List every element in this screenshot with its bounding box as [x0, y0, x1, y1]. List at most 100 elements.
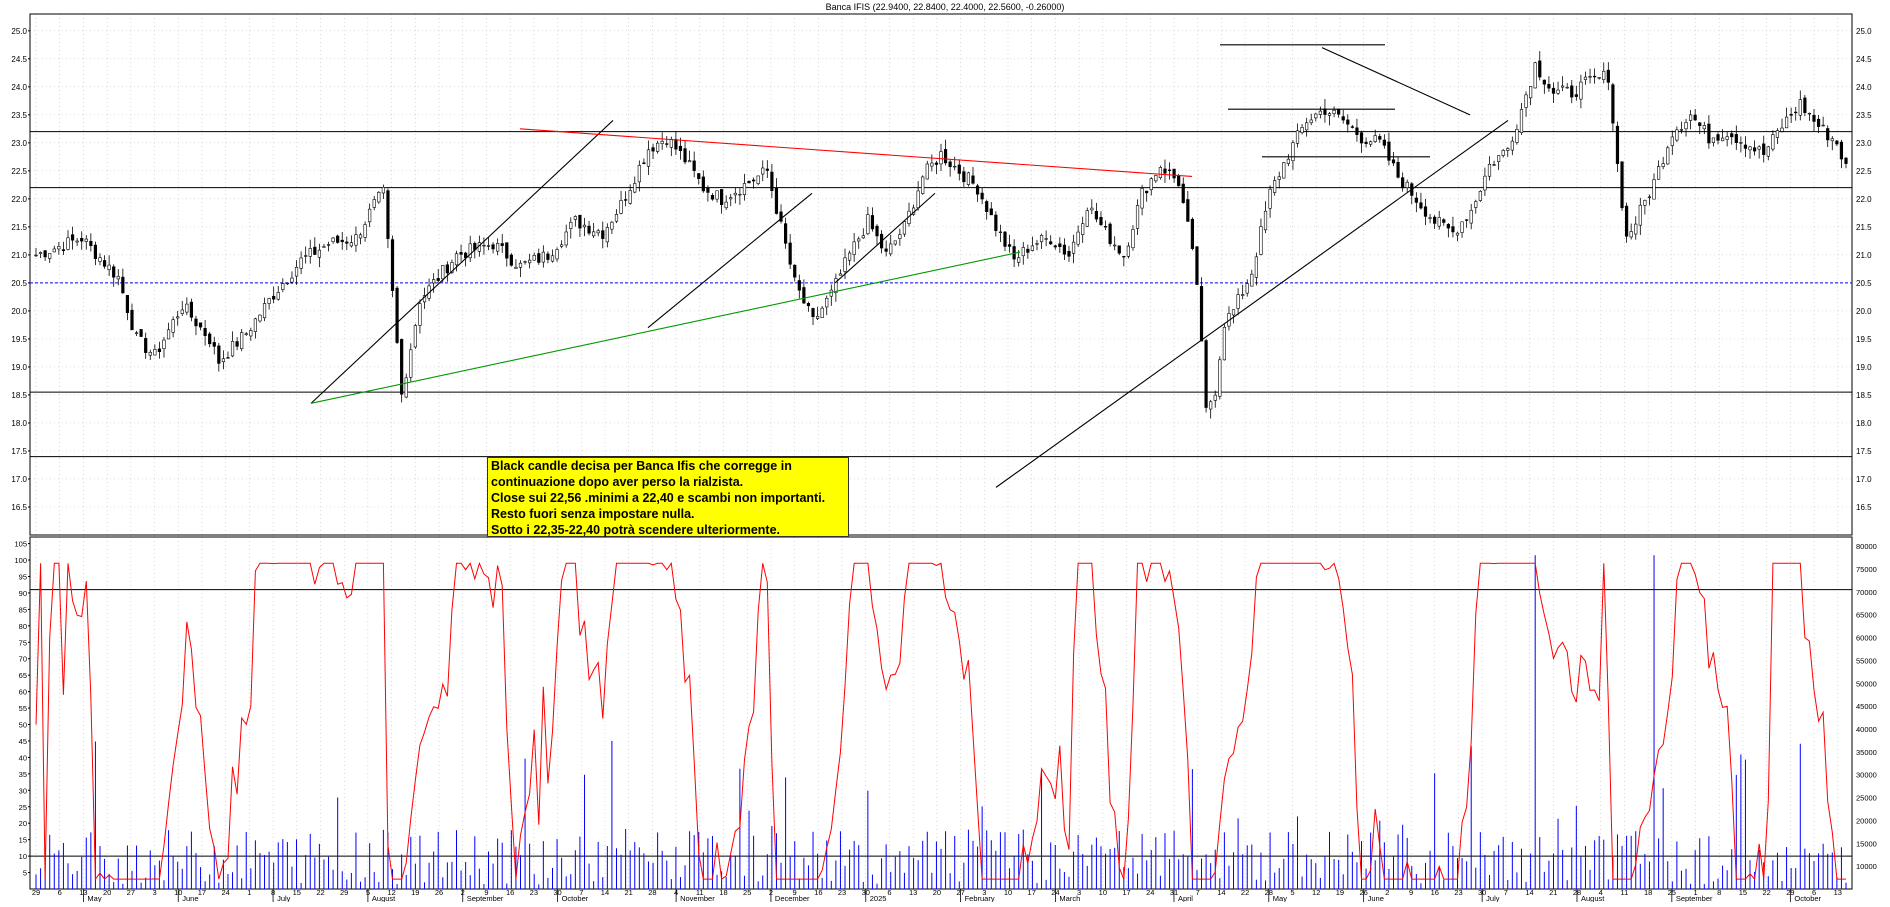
candle-black: [1341, 116, 1345, 121]
candle-white: [1218, 359, 1222, 397]
candle-black: [1382, 139, 1386, 146]
candle-black: [683, 148, 687, 163]
candle-white: [1661, 163, 1665, 167]
candle-black: [212, 342, 216, 347]
price-tick-right: 18.5: [1856, 391, 1872, 400]
x-tick-day: 10: [1099, 888, 1107, 897]
candle-white: [724, 201, 728, 209]
candle-white: [1807, 112, 1812, 115]
candle-white: [496, 243, 500, 252]
candle-black: [395, 287, 399, 343]
candle-black: [1423, 206, 1428, 217]
candle-white: [1515, 129, 1519, 143]
x-tick-month: September: [467, 894, 504, 902]
candle-black: [1615, 125, 1620, 164]
x-tick-day: 15: [293, 888, 301, 897]
candle-white: [1533, 62, 1537, 89]
candle-black: [1803, 97, 1807, 113]
candle-white: [1629, 231, 1633, 238]
candle-black: [1378, 136, 1382, 140]
x-tick-day: 22: [1241, 888, 1249, 897]
x-tick-day: 7: [1196, 888, 1200, 897]
candle-white: [294, 267, 299, 277]
osc-tick-left: 25: [19, 803, 27, 812]
candle-black: [130, 309, 134, 331]
x-tick-day: 16: [506, 888, 514, 897]
x-tick-day: 16: [1431, 888, 1439, 897]
candle-white: [1460, 221, 1464, 233]
vol-tick-right: 65000: [1856, 611, 1877, 620]
x-tick-day: 15: [1739, 888, 1747, 897]
candle-white: [852, 241, 856, 255]
candle-black: [1698, 122, 1702, 126]
osc-tick-left: 20: [19, 819, 27, 828]
price-tick-left: 24.5: [11, 55, 27, 64]
candle-white: [966, 172, 971, 185]
candle-black: [203, 328, 207, 336]
candle-black: [788, 242, 792, 265]
price-tick-right: 19.0: [1856, 363, 1872, 372]
x-tick-day: 8: [1717, 888, 1721, 897]
candle-black: [1574, 94, 1578, 97]
candle-white: [1666, 147, 1670, 165]
candle-black: [1446, 224, 1450, 229]
candle-white: [1076, 231, 1080, 245]
price-tick-right: 20.0: [1856, 307, 1872, 316]
x-tick-day: 5: [1290, 888, 1294, 897]
candle-black: [509, 254, 513, 266]
candle-white: [1487, 163, 1492, 177]
candle-black: [692, 160, 696, 171]
osc-tick-left: 5: [23, 869, 27, 878]
candle-white: [240, 332, 244, 349]
candle-white: [381, 186, 385, 194]
candle-white: [1259, 226, 1263, 255]
candle-white: [176, 316, 180, 319]
candle-white: [1158, 167, 1162, 179]
candle-black: [194, 318, 198, 327]
osc-tick-left: 70: [19, 655, 27, 664]
x-tick-month: October: [1794, 894, 1821, 902]
osc-tick-left: 75: [19, 638, 27, 647]
osc-tick-left: 45: [19, 737, 27, 746]
candle-white: [1766, 146, 1770, 157]
candle-black: [948, 161, 952, 167]
candle-black: [971, 175, 975, 184]
candle-black: [774, 187, 779, 214]
candle-black: [272, 295, 276, 300]
candle-white: [1478, 190, 1482, 201]
candle-white: [555, 249, 559, 260]
candle-white: [925, 163, 929, 180]
candle-white: [34, 254, 38, 257]
osc-tick-left: 30: [19, 786, 27, 795]
annotation-line-1: Black candle decisa per Banca Ifis che c…: [491, 459, 792, 473]
candle-black: [678, 145, 683, 152]
price-tick-left: 20.5: [11, 279, 27, 288]
x-tick-day: 11: [696, 888, 704, 897]
vol-tick-right: 75000: [1856, 565, 1877, 574]
candle-white: [1634, 223, 1638, 235]
candle-white: [614, 214, 619, 222]
x-tick-day: 4: [1599, 888, 1603, 897]
x-tick-day: 24: [1146, 888, 1154, 897]
x-tick-day: 19: [1336, 888, 1344, 897]
price-tick-right: 25.0: [1856, 27, 1872, 36]
candle-white: [646, 149, 651, 167]
candle-white: [486, 245, 491, 247]
osc-tick-left: 95: [19, 572, 27, 581]
candle-black: [1391, 159, 1396, 164]
candle-black: [1163, 168, 1167, 174]
x-tick-month: July: [1486, 894, 1500, 902]
price-tick-left: 23.0: [11, 139, 27, 148]
x-tick-day: 23: [1454, 888, 1462, 897]
candle-white: [1318, 110, 1322, 115]
candle-white: [1222, 326, 1226, 361]
candle-white: [98, 257, 102, 262]
candle-white: [605, 227, 609, 243]
candle-white: [1305, 122, 1309, 131]
candle-black: [747, 180, 751, 184]
oscillator-line: [35, 561, 1846, 881]
x-tick-day: 24: [221, 888, 229, 897]
candle-white: [1643, 200, 1647, 206]
candle-white: [1245, 283, 1249, 294]
